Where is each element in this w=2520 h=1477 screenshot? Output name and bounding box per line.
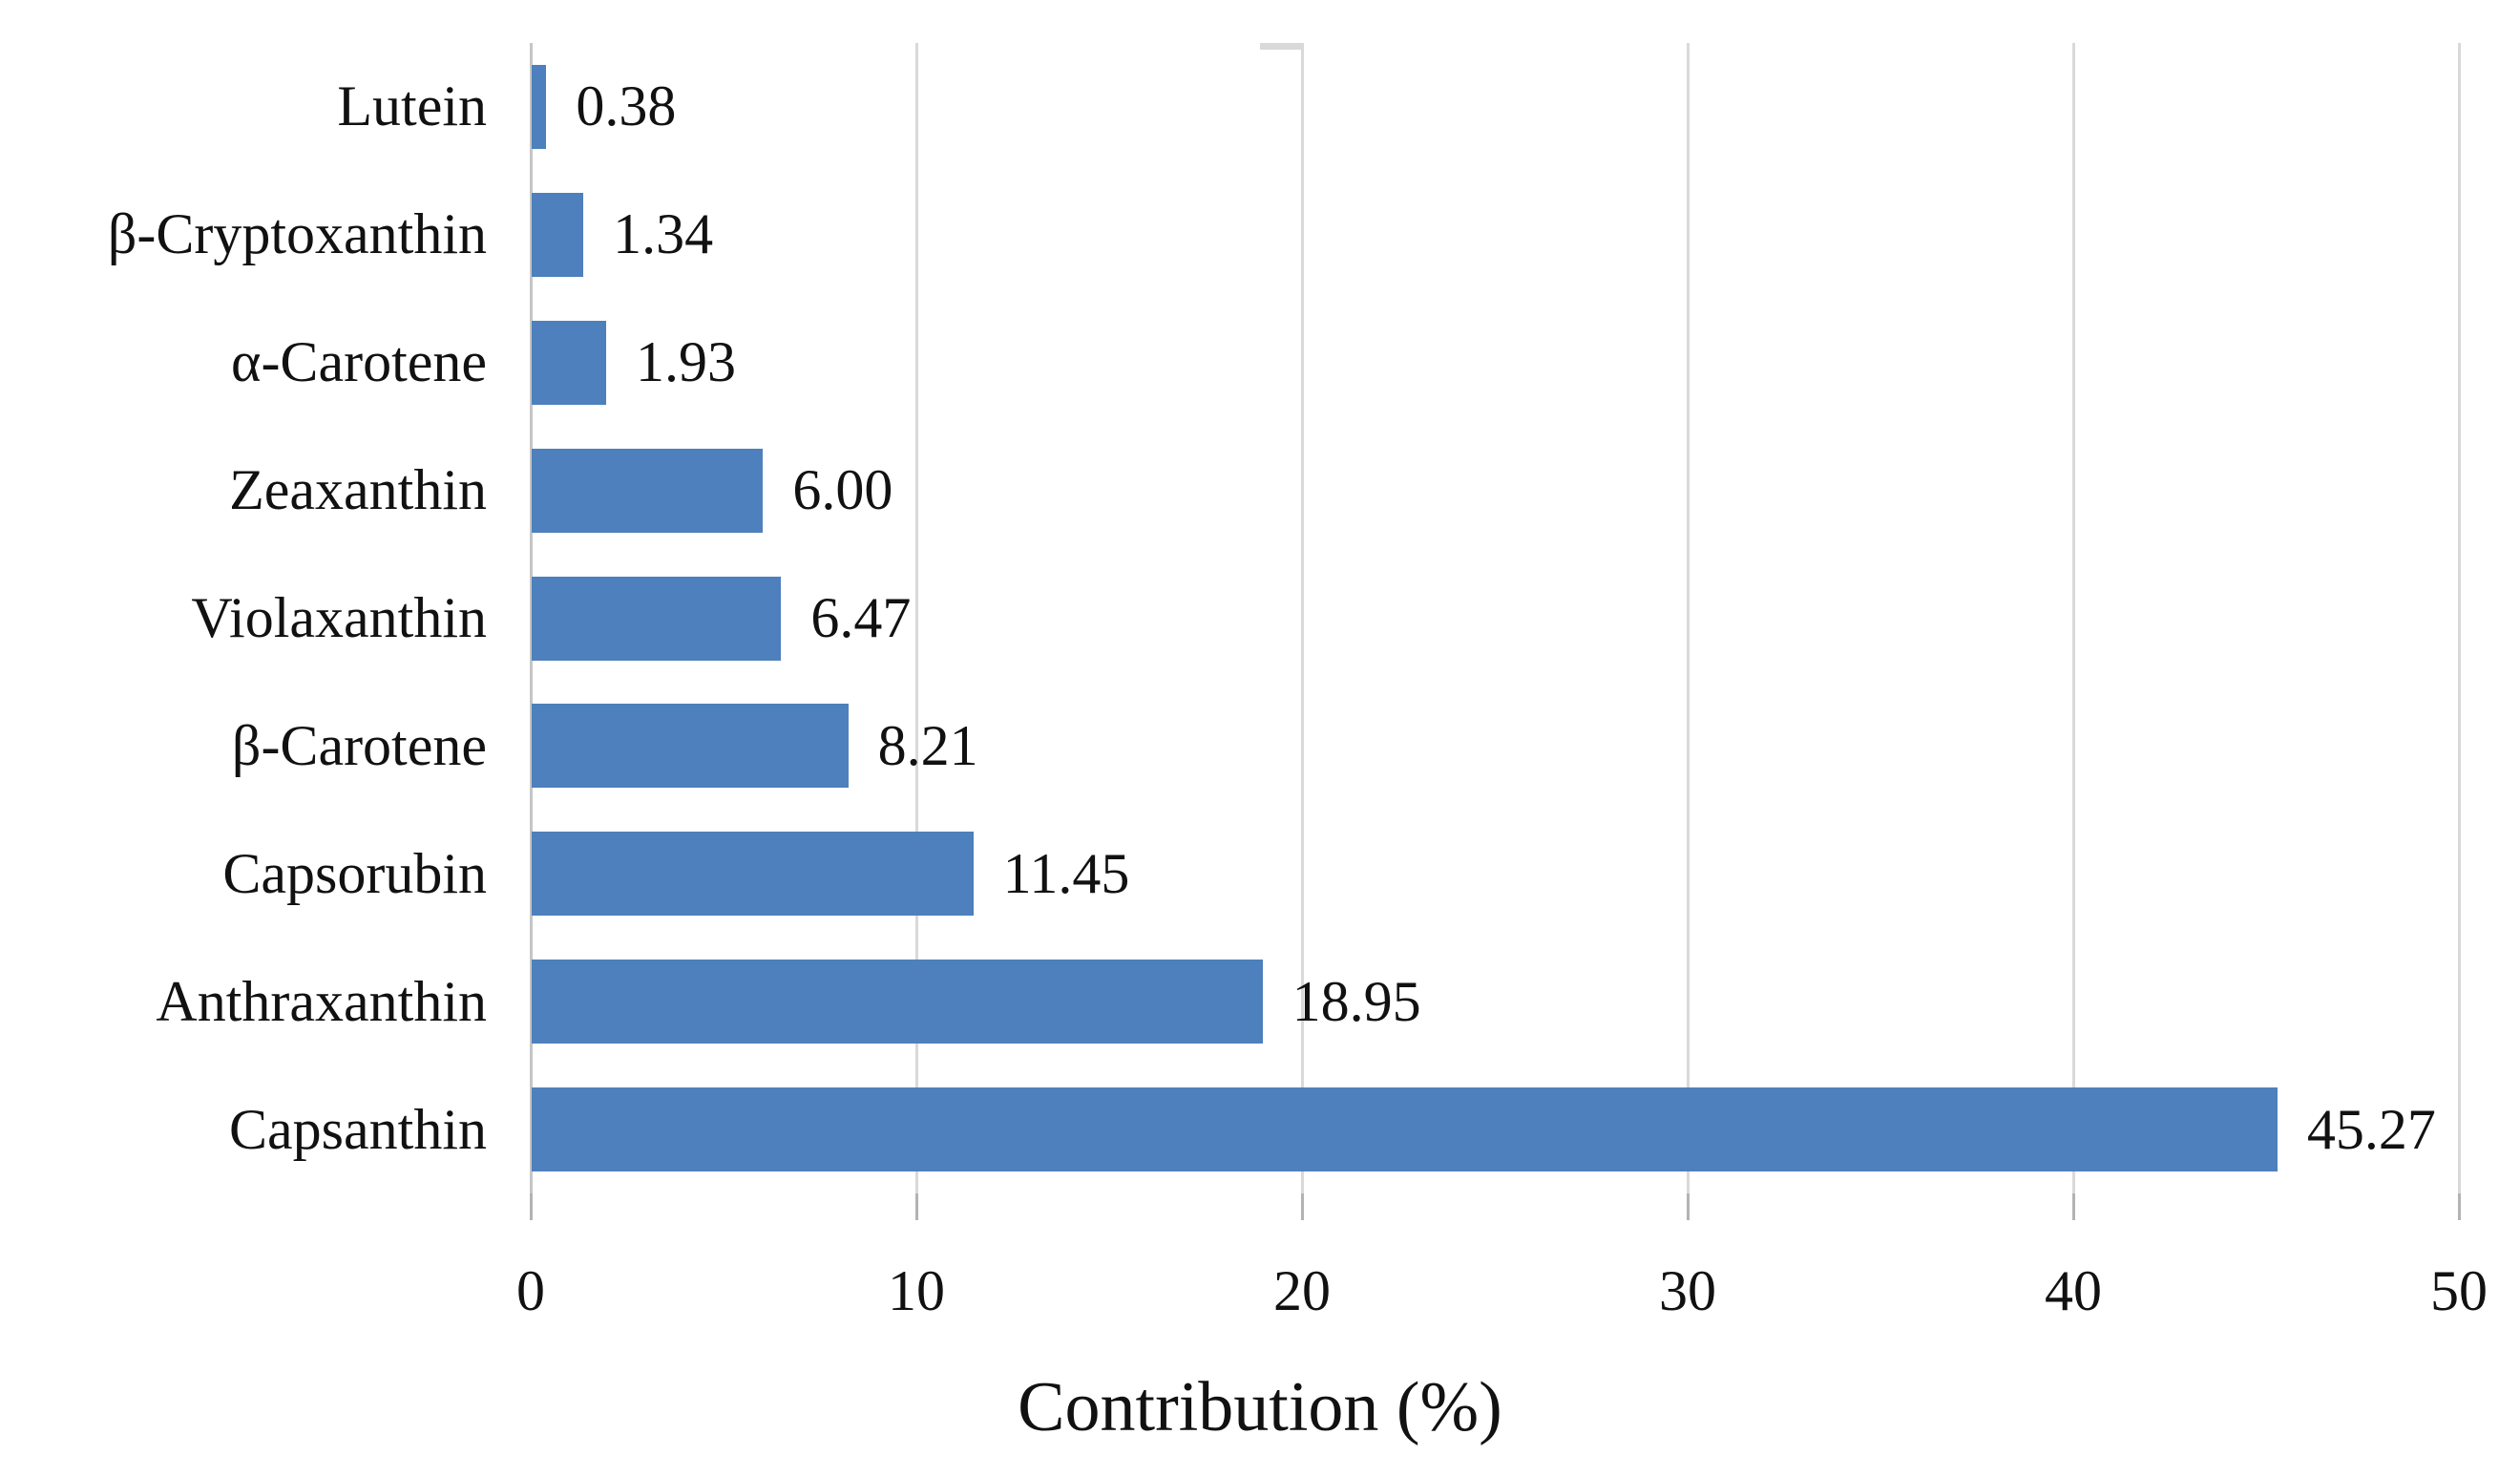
x-axis-tick [915, 1193, 918, 1220]
category-label: β-Carotene [231, 713, 487, 777]
category-label: Anthraxanthin [156, 969, 487, 1033]
bar [532, 320, 606, 405]
x-axis-tick [530, 1193, 533, 1220]
value-label: 18.95 [1292, 969, 1421, 1033]
category-label: Lutein [337, 74, 487, 138]
x-tick-label: 10 [888, 1259, 945, 1322]
x-axis-tick [2458, 1193, 2461, 1220]
category-label: Capsorubin [222, 841, 487, 905]
value-label: 6.00 [792, 458, 893, 522]
value-label: 1.34 [613, 202, 714, 266]
value-label: 0.38 [576, 74, 677, 138]
category-label: α-Carotene [231, 330, 487, 394]
x-axis-tick [2072, 1193, 2075, 1220]
bar [532, 960, 1263, 1044]
bar [532, 1087, 2278, 1172]
gridline-top-cap-artifact [1260, 43, 1302, 50]
x-axis-tick [1301, 1193, 1304, 1220]
value-label: 45.27 [2306, 1097, 2436, 1161]
x-tick-label: 40 [2045, 1259, 2102, 1322]
bar [532, 192, 584, 277]
x-tick-label: 50 [2430, 1259, 2488, 1322]
category-label: Violaxanthin [191, 586, 487, 649]
x-tick-label: 0 [516, 1259, 545, 1322]
gridline [915, 43, 918, 1193]
value-label: 11.45 [1002, 841, 1130, 905]
category-label: β-Cryptoxanthin [107, 202, 487, 266]
category-label: Zeaxanthin [229, 458, 487, 522]
value-label: 1.93 [635, 330, 736, 394]
y-axis-line [530, 43, 533, 1220]
x-axis-title: Contribution (%) [1018, 1368, 1502, 1446]
gridline [1687, 43, 1690, 1193]
gridline [1301, 43, 1304, 1193]
bar [532, 704, 849, 789]
bar [532, 832, 974, 917]
gridline [2072, 43, 2075, 1193]
x-tick-label: 20 [1273, 1259, 1331, 1322]
gridline [2458, 43, 2461, 1193]
bar [532, 64, 547, 149]
value-label: 8.21 [877, 713, 978, 777]
x-tick-label: 30 [1659, 1259, 1716, 1322]
value-label: 6.47 [810, 586, 912, 649]
bar [532, 576, 782, 661]
bar [532, 448, 764, 533]
category-label: Capsanthin [229, 1097, 487, 1161]
x-axis-tick [1687, 1193, 1690, 1220]
